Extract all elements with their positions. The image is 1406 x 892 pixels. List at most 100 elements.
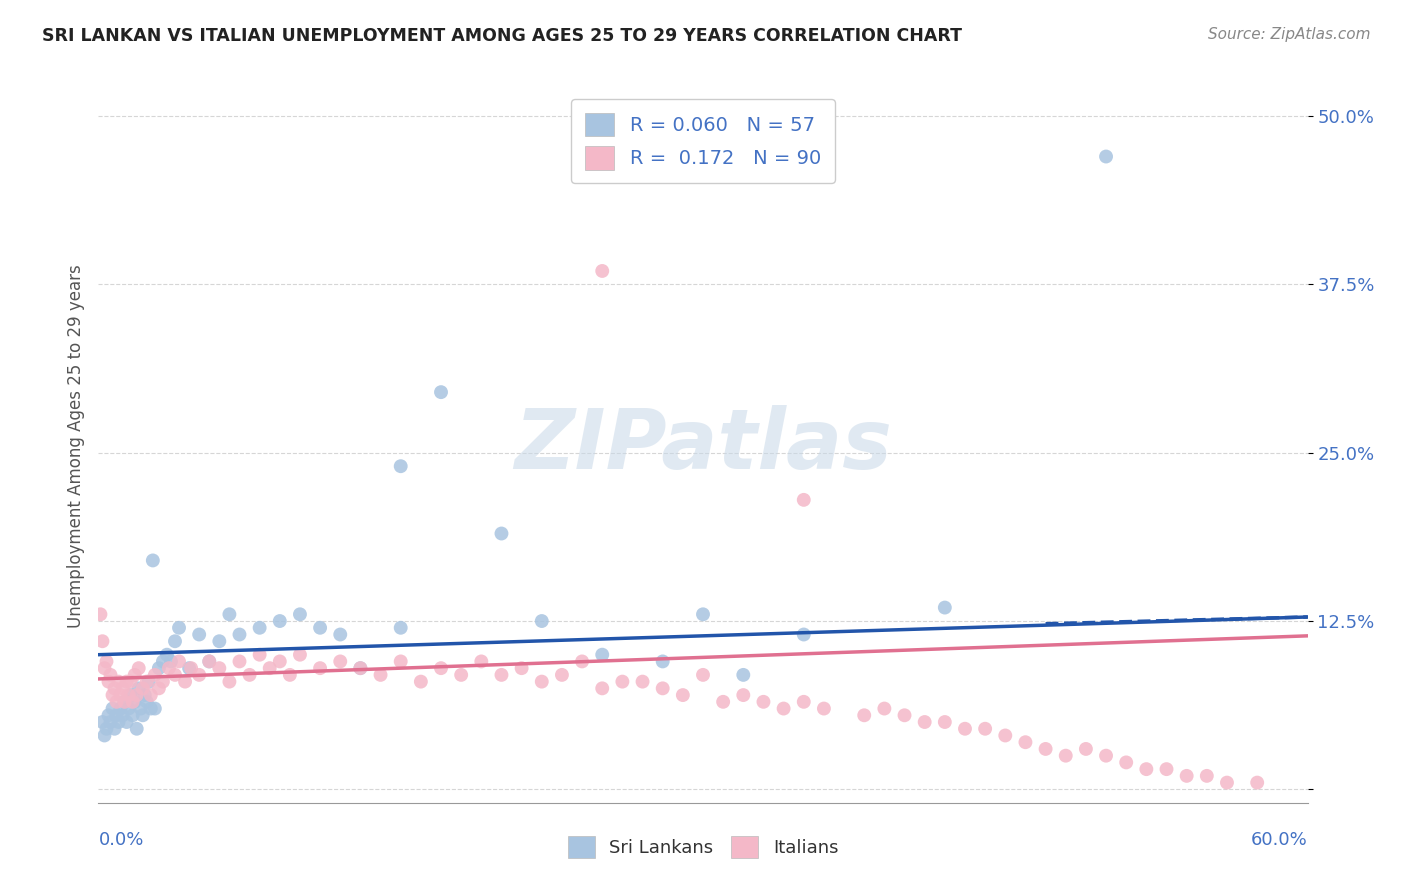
Point — [1175, 769, 1198, 783]
Legend: Sri Lankans, Italians: Sri Lankans, Italians — [561, 829, 845, 865]
Point — [1074, 742, 1097, 756]
Point — [135, 695, 157, 709]
Point — [105, 708, 128, 723]
Point — [208, 634, 231, 648]
Point — [163, 668, 186, 682]
Point — [631, 674, 654, 689]
Point — [1054, 748, 1077, 763]
Point — [134, 688, 156, 702]
Point — [994, 729, 1017, 743]
Point — [100, 714, 122, 729]
Point — [152, 674, 174, 689]
Point — [491, 668, 513, 682]
Point — [813, 701, 835, 715]
Point — [115, 714, 138, 729]
Point — [651, 681, 673, 696]
Point — [124, 668, 146, 682]
Point — [111, 708, 134, 723]
Point — [124, 695, 146, 709]
Point — [143, 668, 166, 682]
Point — [105, 695, 128, 709]
Point — [93, 729, 115, 743]
Point — [157, 661, 180, 675]
Point — [1115, 756, 1137, 770]
Point — [249, 621, 271, 635]
Point — [651, 655, 673, 669]
Text: ZIPatlas: ZIPatlas — [515, 406, 891, 486]
Point — [1014, 735, 1036, 749]
Point — [132, 681, 155, 696]
Point — [269, 655, 291, 669]
Point — [409, 674, 432, 689]
Point — [101, 688, 124, 702]
Point — [118, 688, 141, 702]
Point — [430, 385, 453, 400]
Point — [135, 674, 157, 689]
Point — [1246, 775, 1268, 789]
Point — [174, 674, 197, 689]
Point — [125, 722, 148, 736]
Point — [208, 661, 231, 675]
Point — [1095, 149, 1118, 163]
Point — [873, 701, 896, 715]
Point — [571, 655, 593, 669]
Point — [551, 668, 574, 682]
Point — [389, 621, 412, 635]
Point — [121, 695, 143, 709]
Point — [93, 661, 115, 675]
Point — [128, 661, 150, 675]
Point — [110, 688, 132, 702]
Point — [91, 714, 114, 729]
Point — [152, 655, 174, 669]
Point — [96, 722, 118, 736]
Point — [370, 668, 392, 682]
Point — [329, 627, 352, 641]
Point — [612, 674, 634, 689]
Point — [591, 264, 613, 278]
Point — [259, 661, 281, 675]
Point — [692, 607, 714, 622]
Point — [107, 714, 129, 729]
Point — [114, 695, 136, 709]
Point — [180, 661, 202, 675]
Point — [198, 655, 221, 669]
Point — [179, 661, 201, 675]
Point — [218, 607, 240, 622]
Point — [853, 708, 876, 723]
Point — [167, 621, 190, 635]
Point — [349, 661, 371, 675]
Point — [129, 701, 152, 715]
Point — [389, 459, 412, 474]
Point — [953, 722, 976, 736]
Point — [752, 695, 775, 709]
Point — [793, 695, 815, 709]
Point — [139, 688, 162, 702]
Point — [1216, 775, 1239, 789]
Y-axis label: Unemployment Among Ages 25 to 29 years: Unemployment Among Ages 25 to 29 years — [66, 264, 84, 628]
Point — [389, 655, 412, 669]
Point — [450, 668, 472, 682]
Point — [163, 634, 186, 648]
Point — [793, 492, 815, 507]
Point — [228, 627, 250, 641]
Point — [97, 674, 120, 689]
Point — [120, 688, 142, 702]
Point — [139, 701, 162, 715]
Point — [114, 695, 136, 709]
Point — [101, 701, 124, 715]
Point — [349, 661, 371, 675]
Point — [974, 722, 997, 736]
Point — [97, 708, 120, 723]
Point — [692, 668, 714, 682]
Text: SRI LANKAN VS ITALIAN UNEMPLOYMENT AMONG AGES 25 TO 29 YEARS CORRELATION CHART: SRI LANKAN VS ITALIAN UNEMPLOYMENT AMONG… — [42, 27, 962, 45]
Point — [793, 627, 815, 641]
Point — [914, 714, 936, 729]
Point — [711, 695, 734, 709]
Point — [893, 708, 915, 723]
Point — [128, 681, 150, 696]
Point — [107, 674, 129, 689]
Point — [132, 708, 155, 723]
Point — [228, 655, 250, 669]
Text: 0.0%: 0.0% — [98, 831, 143, 849]
Point — [118, 701, 141, 715]
